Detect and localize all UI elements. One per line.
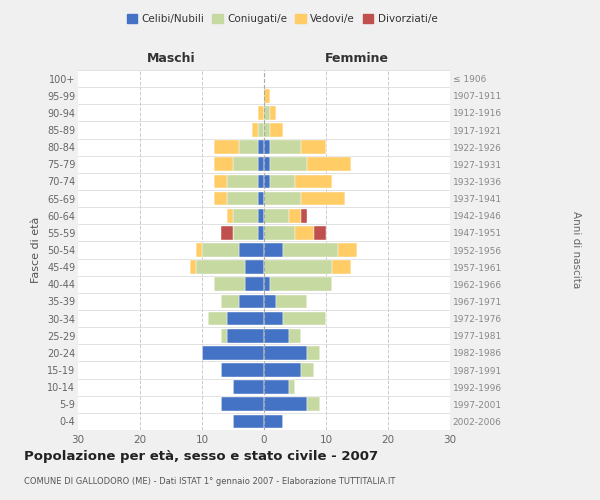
Bar <box>301 192 344 205</box>
Text: Maschi: Maschi <box>146 52 196 65</box>
Bar <box>264 294 277 308</box>
Text: Femmine: Femmine <box>325 52 389 65</box>
Bar <box>239 243 264 257</box>
Legend: Celibi/Nubili, Coniugati/e, Vedovi/e, Divorziati/e: Celibi/Nubili, Coniugati/e, Vedovi/e, Di… <box>122 10 442 29</box>
Bar <box>301 140 326 154</box>
Bar <box>239 140 258 154</box>
Bar <box>307 158 351 171</box>
Bar <box>233 158 258 171</box>
Bar <box>214 140 239 154</box>
Bar <box>239 294 264 308</box>
Bar <box>289 329 301 342</box>
Bar <box>227 192 258 205</box>
Bar <box>233 209 258 222</box>
Bar <box>264 123 270 137</box>
Bar <box>258 192 264 205</box>
Bar <box>301 209 307 222</box>
Bar <box>221 294 239 308</box>
Bar <box>264 192 301 205</box>
Bar <box>233 380 264 394</box>
Bar <box>196 243 202 257</box>
Bar <box>233 226 258 239</box>
Bar <box>283 312 326 326</box>
Bar <box>233 414 264 428</box>
Bar <box>289 209 301 222</box>
Bar <box>264 414 283 428</box>
Bar <box>202 243 239 257</box>
Bar <box>283 243 338 257</box>
Bar <box>307 346 320 360</box>
Bar <box>196 260 245 274</box>
Bar <box>264 346 307 360</box>
Bar <box>227 329 264 342</box>
Bar <box>214 278 245 291</box>
Bar <box>264 243 283 257</box>
Bar <box>277 294 307 308</box>
Bar <box>314 226 326 239</box>
Bar <box>258 209 264 222</box>
Bar <box>221 398 264 411</box>
Bar <box>338 243 357 257</box>
Text: Popolazione per età, sesso e stato civile - 2007: Popolazione per età, sesso e stato civil… <box>24 450 378 463</box>
Bar <box>227 312 264 326</box>
Bar <box>227 209 233 222</box>
Bar <box>270 106 277 120</box>
Bar <box>264 89 270 102</box>
Bar <box>264 209 289 222</box>
Bar <box>301 363 314 377</box>
Bar <box>264 380 289 394</box>
Bar <box>251 123 258 137</box>
Bar <box>264 158 270 171</box>
Bar <box>258 226 264 239</box>
Bar <box>295 174 332 188</box>
Bar <box>245 278 264 291</box>
Bar <box>264 140 270 154</box>
Bar <box>221 363 264 377</box>
Bar <box>295 226 314 239</box>
Bar <box>264 260 332 274</box>
Bar <box>258 140 264 154</box>
Bar <box>258 174 264 188</box>
Bar <box>214 158 233 171</box>
Bar <box>258 123 264 137</box>
Bar <box>289 380 295 394</box>
Bar <box>264 174 270 188</box>
Bar <box>270 158 307 171</box>
Bar <box>245 260 264 274</box>
Y-axis label: Anni di nascita: Anni di nascita <box>571 212 581 288</box>
Bar <box>264 329 289 342</box>
Bar <box>221 226 233 239</box>
Bar <box>264 106 270 120</box>
Bar <box>270 174 295 188</box>
Bar <box>214 174 227 188</box>
Bar <box>208 312 227 326</box>
Bar <box>264 398 307 411</box>
Bar <box>270 123 283 137</box>
Bar <box>221 329 227 342</box>
Y-axis label: Fasce di età: Fasce di età <box>31 217 41 283</box>
Bar <box>227 174 258 188</box>
Bar <box>270 140 301 154</box>
Bar <box>264 363 301 377</box>
Text: COMUNE DI GALLODORO (ME) - Dati ISTAT 1° gennaio 2007 - Elaborazione TUTTITALIA.: COMUNE DI GALLODORO (ME) - Dati ISTAT 1°… <box>24 478 395 486</box>
Bar <box>307 398 320 411</box>
Bar <box>214 192 227 205</box>
Bar <box>270 278 332 291</box>
Bar <box>258 106 264 120</box>
Bar <box>264 226 295 239</box>
Bar <box>202 346 264 360</box>
Bar <box>264 278 270 291</box>
Bar <box>332 260 351 274</box>
Bar <box>264 312 283 326</box>
Bar <box>258 158 264 171</box>
Bar <box>190 260 196 274</box>
